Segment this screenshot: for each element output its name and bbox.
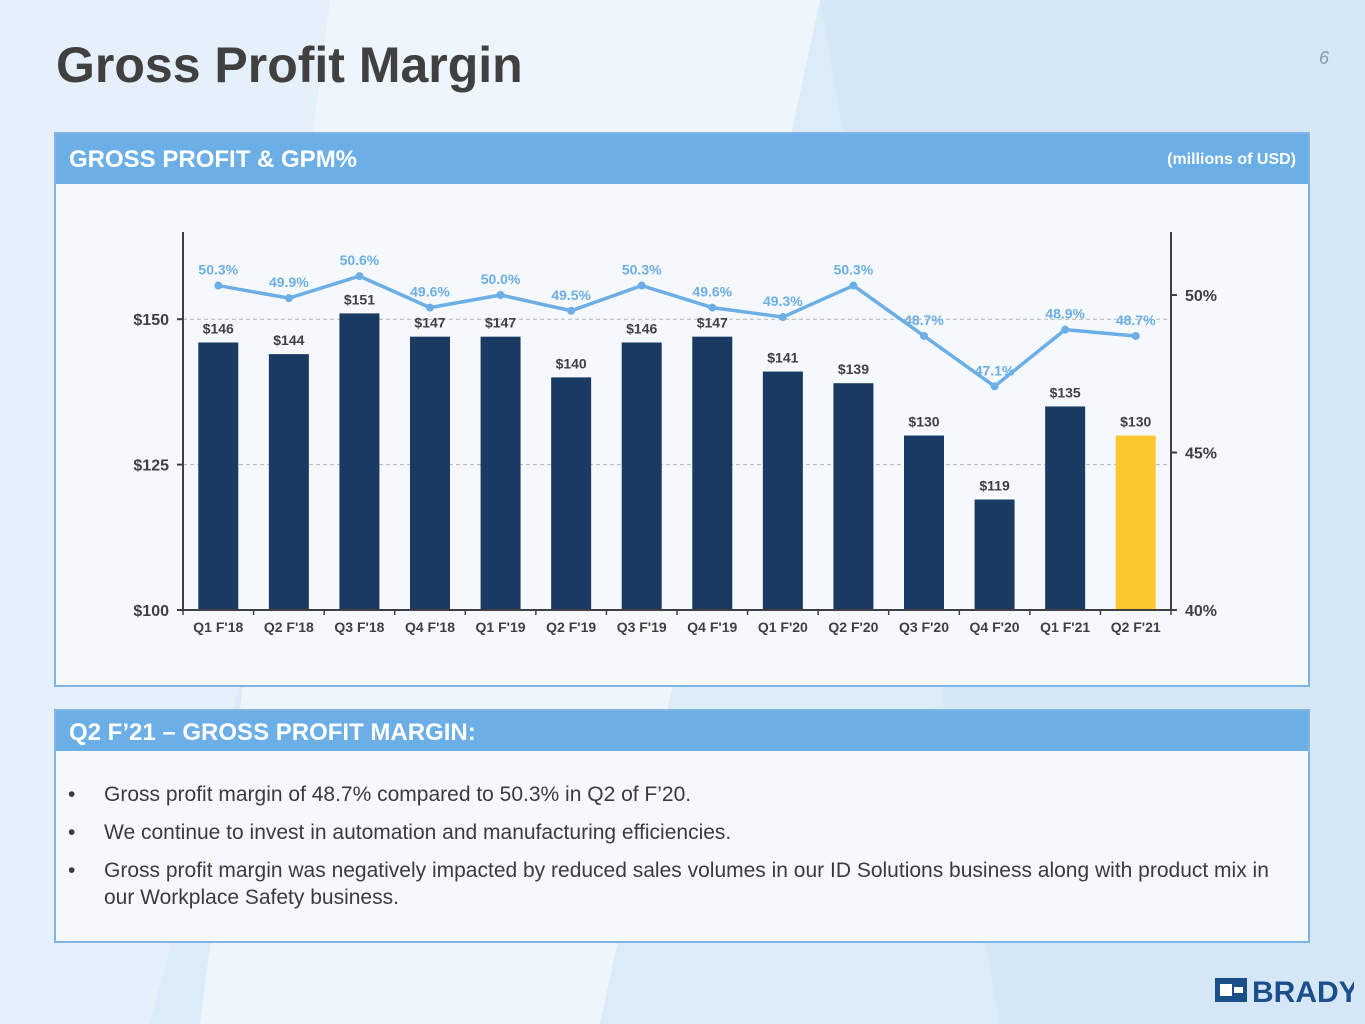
bullet-text: Gross profit margin was negatively impac… bbox=[104, 859, 1269, 909]
gpm-point bbox=[920, 331, 928, 340]
x-tick-label: Q4 F'19 bbox=[687, 619, 737, 635]
bar-value-label: $144 bbox=[273, 332, 304, 348]
gpm-value-label: 48.7% bbox=[904, 312, 944, 328]
x-tick-label: Q1 F'21 bbox=[1040, 619, 1090, 635]
x-tick-label: Q2 F'20 bbox=[828, 619, 878, 635]
bar-value-label: $141 bbox=[767, 350, 798, 366]
bar-value-label: $147 bbox=[414, 315, 445, 331]
gpm-value-label: 50.6% bbox=[340, 252, 380, 268]
gpm-point bbox=[637, 281, 646, 290]
notes-panel-header: Q2 F’21 – GROSS PROFIT MARGIN: bbox=[56, 711, 1308, 751]
gpm-value-label: 48.9% bbox=[1045, 306, 1085, 322]
brady-logo: BRADY bbox=[1215, 976, 1354, 1008]
bar-value-label: $135 bbox=[1050, 384, 1081, 400]
gpm-value-label: 49.9% bbox=[269, 274, 309, 290]
bullet-text: Gross profit margin of 48.7% compared to… bbox=[104, 783, 692, 806]
page-number: 6 bbox=[1318, 48, 1329, 68]
gpm-point bbox=[1061, 325, 1070, 334]
chart-heading: GROSS PROFIT & GPM% bbox=[69, 146, 358, 173]
x-tick-label: Q3 F'20 bbox=[899, 619, 949, 635]
bar bbox=[268, 354, 309, 610]
gpm-point bbox=[496, 291, 505, 299]
x-tick-label: Q2 F'18 bbox=[264, 619, 314, 635]
bar bbox=[551, 377, 592, 610]
right-tick-label: 40% bbox=[1185, 603, 1217, 620]
gpm-point bbox=[708, 303, 717, 312]
bar-value-label: $119 bbox=[979, 478, 1010, 494]
bullet-marker: • bbox=[68, 821, 76, 844]
gpm-line bbox=[217, 274, 1136, 389]
x-tick-label: Q4 F'18 bbox=[405, 619, 455, 635]
left-tick-label: $150 bbox=[133, 312, 169, 329]
gross-profit-chart: $146 Q1 F'18 $144 Q2 F'18 $151 Q3 F'18 $147 Q4 … bbox=[133, 232, 1217, 635]
bar-value-label: $147 bbox=[697, 315, 728, 331]
x-tick-label: Q2 F'21 bbox=[1111, 619, 1161, 635]
left-tick-label: $100 bbox=[133, 603, 169, 620]
bullet-marker: • bbox=[68, 783, 76, 806]
bar bbox=[1115, 435, 1156, 610]
bar bbox=[692, 336, 733, 610]
gpm-value-label: 50.3% bbox=[622, 262, 662, 278]
bar bbox=[339, 313, 380, 610]
bullet-text: We continue to invest in automation and … bbox=[104, 821, 732, 844]
x-tick-label: Q4 F'20 bbox=[970, 619, 1020, 635]
gpm-point bbox=[284, 294, 293, 303]
notes-heading: Q2 F’21 – GROSS PROFIT MARGIN: bbox=[69, 719, 476, 746]
gpm-point bbox=[778, 313, 787, 322]
left-tick-label: $125 bbox=[133, 458, 169, 475]
x-tick-label: Q2 F'19 bbox=[546, 619, 596, 635]
bar bbox=[1045, 406, 1086, 610]
bar bbox=[974, 499, 1015, 610]
gpm-value-label: 49.6% bbox=[692, 284, 732, 300]
page-title: Gross Profit Margin bbox=[56, 37, 523, 93]
right-tick-label: 50% bbox=[1185, 288, 1217, 305]
gpm-value-label: 50.3% bbox=[198, 262, 238, 278]
bar bbox=[480, 336, 521, 610]
gpm-point bbox=[990, 382, 999, 391]
bar bbox=[621, 342, 662, 610]
bar-value-label: $130 bbox=[1120, 414, 1151, 430]
x-tick-label: Q1 F'19 bbox=[476, 619, 526, 635]
bullet-marker: • bbox=[68, 859, 76, 882]
bullet-item: • Gross profit margin was negatively impa… bbox=[66, 857, 1301, 911]
bar bbox=[410, 336, 450, 610]
x-tick-label: Q1 F'18 bbox=[193, 619, 243, 635]
bar bbox=[904, 435, 944, 610]
gpm-value-label: 49.6% bbox=[410, 284, 450, 300]
bar bbox=[762, 371, 803, 610]
notes-panel: Q2 F’21 – GROSS PROFIT MARGIN: • Gross pr… bbox=[54, 709, 1310, 943]
bullet-item: • Gross profit margin of 48.7% compared t… bbox=[66, 781, 1301, 808]
bullet-list: • Gross profit margin of 48.7% compared t… bbox=[66, 781, 1301, 922]
gpm-point bbox=[849, 281, 858, 290]
x-tick-label: Q3 F'19 bbox=[617, 619, 667, 635]
chart-panel: GROSS PROFIT & GPM% (millions of USD) $1… bbox=[54, 132, 1310, 687]
bar-value-label: $140 bbox=[556, 355, 587, 371]
x-tick-label: Q3 F'18 bbox=[334, 619, 384, 635]
gpm-point bbox=[567, 306, 576, 315]
bar bbox=[198, 342, 239, 610]
logo-text: BRADY bbox=[1252, 976, 1354, 1008]
gpm-value-label: 48.7% bbox=[1116, 312, 1156, 328]
gpm-value-label: 49.3% bbox=[763, 293, 803, 309]
bullet-item: • We continue to invest in automation and… bbox=[66, 819, 1301, 846]
bar-value-label: $151 bbox=[344, 291, 375, 307]
gpm-value-label: 50.3% bbox=[834, 262, 874, 278]
bar-value-label: $146 bbox=[203, 320, 234, 336]
gpm-point bbox=[426, 303, 434, 312]
chart-units: (millions of USD) bbox=[1167, 151, 1296, 168]
gpm-point bbox=[355, 272, 364, 281]
bar-value-label: $130 bbox=[908, 414, 939, 430]
gpm-value-label: 47.1% bbox=[975, 362, 1015, 378]
gpm-point bbox=[214, 281, 223, 290]
chart-panel-header: GROSS PROFIT & GPM% (millions of USD) bbox=[56, 134, 1308, 184]
bar-value-label: $147 bbox=[485, 315, 516, 331]
bar-value-label: $146 bbox=[626, 320, 657, 336]
gpm-value-label: 50.0% bbox=[481, 271, 521, 287]
gpm-value-label: 49.5% bbox=[551, 287, 591, 303]
x-tick-label: Q1 F'20 bbox=[758, 619, 808, 635]
bar bbox=[833, 383, 874, 610]
gpm-point bbox=[1131, 331, 1140, 340]
bar-value-label: $139 bbox=[838, 361, 869, 377]
right-tick-label: 45% bbox=[1185, 446, 1217, 463]
